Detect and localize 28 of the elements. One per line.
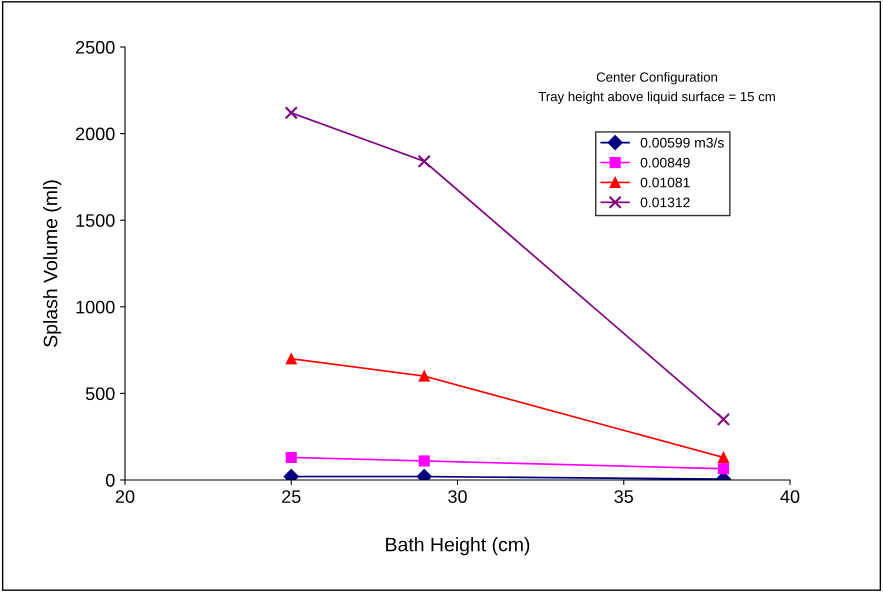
y-tick-label: 2500 xyxy=(76,40,115,54)
y-tick-label: 0 xyxy=(106,474,115,487)
x-tick-label: 20 xyxy=(116,490,134,503)
point xyxy=(418,154,431,168)
x-tick-label: 30 xyxy=(448,490,467,503)
y-tick-label: 500 xyxy=(86,387,115,400)
point xyxy=(716,412,730,426)
x-tick-label: 25 xyxy=(282,490,301,503)
y-tick-label: 1000 xyxy=(76,300,115,314)
legend-label: 0.00849 xyxy=(640,158,690,168)
point xyxy=(286,452,297,464)
point xyxy=(418,370,430,382)
legend-label: 0.00599 m3/s xyxy=(640,137,724,148)
point xyxy=(418,455,430,467)
y-axis-title: Splash Volume (ml) xyxy=(43,180,62,347)
x-axis-title: Bath Height (cm) xyxy=(386,537,530,556)
y-tick-label: 1500 xyxy=(76,214,115,227)
y-tick-label: 2000 xyxy=(76,128,115,140)
legend-label: 0.01312 xyxy=(640,197,690,208)
x-tick-label: 40 xyxy=(780,490,800,503)
annotation: Center Configuration xyxy=(596,72,718,84)
point xyxy=(718,463,730,474)
point xyxy=(286,353,297,364)
point xyxy=(718,452,730,464)
annotation: Tray height above liquid surface = 15 cm xyxy=(538,92,775,104)
point xyxy=(284,106,298,120)
x-tick-label: 35 xyxy=(614,490,634,503)
legend-label: 0.01081 xyxy=(640,178,690,188)
